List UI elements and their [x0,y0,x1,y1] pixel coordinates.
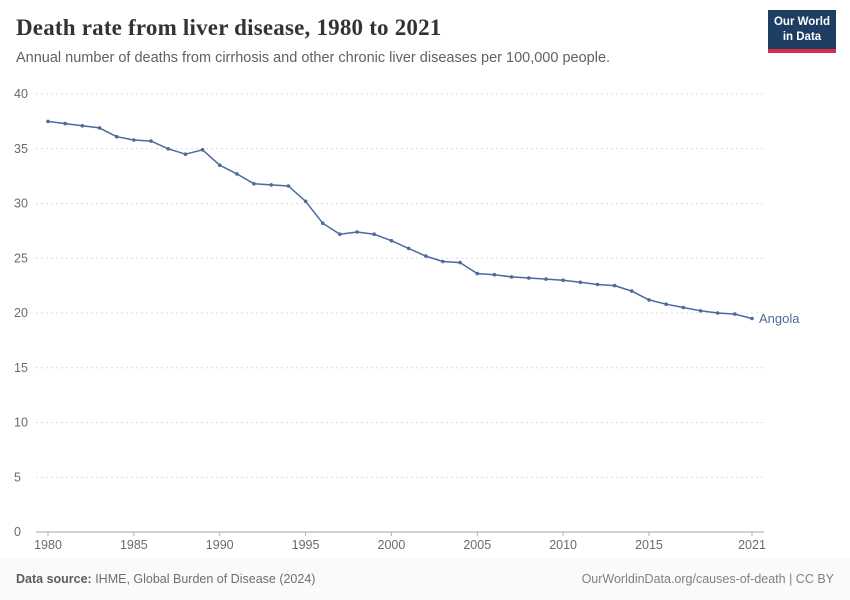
data-point[interactable] [114,134,119,139]
owid-logo-line1: Our World [773,16,830,28]
data-point[interactable] [733,312,737,316]
y-axis-tick-label: 5 [14,470,21,484]
x-axis-tick-label: 1980 [34,538,62,552]
x-axis-tick-label: 1990 [206,538,234,552]
owid-logo-line2: in Data [782,30,822,43]
data-point[interactable] [527,276,531,280]
data-point[interactable] [338,232,342,236]
data-point[interactable] [46,119,50,124]
chart-header: Death rate from liver disease, 1980 to 2… [0,0,850,66]
data-point[interactable] [355,230,359,234]
chart-canvas[interactable]: 0 5 10 15 20 25 30 35 40 1980 1985 1990 1995 2000 2005… [0,80,850,552]
line-chart[interactable]: 0 5 10 15 20 25 30 35 40 1980 1985 1990 1995 2000 2005… [0,80,850,552]
y-axis-tick-label: 25 [14,251,28,265]
data-point[interactable] [372,232,377,236]
data-point[interactable] [80,124,85,128]
data-point[interactable] [269,183,274,187]
data-point[interactable] [235,172,239,176]
entity-label-angola[interactable]: Angola [759,311,800,326]
data-line-angola[interactable] [47,120,753,320]
data-point[interactable] [286,184,291,188]
data-point[interactable] [578,280,583,285]
data-point[interactable] [561,278,565,282]
y-axis-tick-label: 0 [14,525,21,539]
data-point[interactable] [612,283,617,288]
owid-logo: Our World in Data [768,10,836,53]
data-point[interactable] [441,259,445,264]
data-point[interactable] [630,289,634,293]
data-point[interactable] [132,138,136,142]
y-axis-tick-label: 10 [14,416,28,430]
data-point[interactable] [458,260,462,265]
x-axis-tick-label: 1995 [292,538,320,552]
data-point[interactable] [424,254,428,258]
y-axis-tick-label: 15 [14,361,28,375]
data-point[interactable] [475,271,480,276]
chart-subtitle: Annual number of deaths from cirrhosis a… [16,50,611,66]
data-point[interactable] [320,221,325,225]
y-axis-tick-label: 30 [14,197,28,211]
data-point[interactable] [97,126,102,130]
x-axis-tick-label: 2000 [378,538,406,552]
data-point[interactable] [509,275,514,279]
x-axis-tick-label: 2005 [463,538,491,552]
data-source: Data source: IHME, Global Burden of Dise… [16,572,315,586]
page-title: Death rate from liver disease, 1980 to 2… [16,15,442,40]
data-point[interactable] [544,277,548,281]
data-point[interactable] [149,139,153,143]
data-point[interactable] [389,238,394,243]
data-source-label: Data source: [16,572,92,586]
data-point[interactable] [681,305,686,310]
footer-citation-link[interactable]: OurWorldinData.org/causes-of-death | CC … [581,572,834,586]
y-axis-tick-label: 35 [14,142,28,156]
data-point[interactable] [595,282,600,287]
x-axis-tick-label: 2015 [635,538,663,552]
data-point[interactable] [183,152,188,156]
y-axis-tick-label: 40 [14,87,28,101]
data-point[interactable] [750,316,754,321]
data-point[interactable] [406,246,411,251]
y-axis-tick-label: 20 [14,306,28,320]
data-point[interactable] [664,302,668,306]
x-axis-tick-label: 2010 [549,538,577,552]
chart-footer: Data source: IHME, Global Burden of Dise… [0,558,850,600]
data-point[interactable] [252,182,256,186]
data-point[interactable] [217,163,222,167]
data-point[interactable] [492,272,497,277]
data-point[interactable] [166,147,170,151]
x-axis-tick-label: 1985 [120,538,148,552]
x-axis-tick-label: 2021 [738,538,766,552]
data-point[interactable] [698,309,703,313]
data-point[interactable] [647,298,651,302]
data-source-value: IHME, Global Burden of Disease (2024) [91,572,316,586]
data-point[interactable] [63,121,67,126]
data-point[interactable] [200,148,205,152]
data-point[interactable] [303,199,308,204]
data-point[interactable] [715,311,720,315]
